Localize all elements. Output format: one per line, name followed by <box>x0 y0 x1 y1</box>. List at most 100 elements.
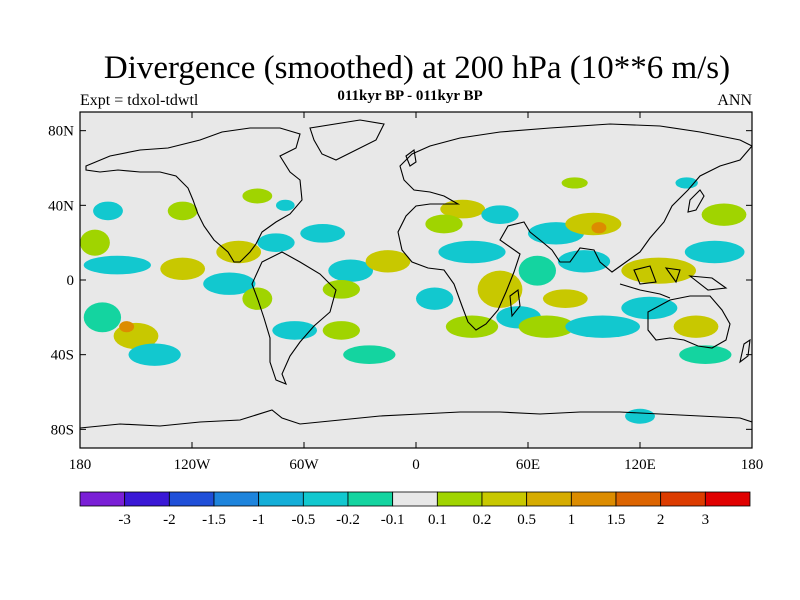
lat-tick-label: 40N <box>48 198 74 214</box>
field-region-44 <box>625 408 655 424</box>
colorbar-swatch <box>213 491 260 507</box>
lon-tick-label: 60W <box>289 457 319 473</box>
lon-tick-label: 0 <box>412 457 420 473</box>
field-region-19 <box>343 345 396 364</box>
coastline-greenland <box>309 119 385 161</box>
colorbar-label: -1.5 <box>202 512 226 528</box>
field-region-31 <box>565 212 622 236</box>
colorbar-swatch <box>168 491 215 507</box>
field-region-24 <box>481 205 519 225</box>
colorbar-swatch <box>258 491 304 507</box>
colorbar-label: 1.5 <box>607 512 626 528</box>
field-region-43 <box>679 345 732 364</box>
field-region-15 <box>322 280 361 299</box>
coastline-uk <box>405 149 417 167</box>
field-region-17 <box>322 321 361 340</box>
colorbar-label: 0.2 <box>473 512 492 528</box>
field-region-20 <box>242 188 273 204</box>
field-region-46 <box>561 177 588 189</box>
experiment-label: Expt = tdxol-tdwtl <box>80 92 199 109</box>
field-region-25 <box>438 240 506 264</box>
field-region-7 <box>203 272 256 295</box>
colorbar-label: 0.5 <box>517 512 536 528</box>
axis-tick-labels: 80N 40N 0 40S 80S 180 120W 60W 0 60E 120E 180 <box>48 124 763 473</box>
colorbar-swatch <box>481 491 528 507</box>
lon-tick-label: 180 <box>69 457 92 473</box>
lat-tick-label: 0 <box>67 273 75 289</box>
field-region-42 <box>701 203 747 226</box>
colorbar-label: 0.1 <box>428 512 447 528</box>
colorbar-label: -3 <box>118 512 131 528</box>
colorbar-label: -2 <box>163 512 176 528</box>
colorbar-swatch <box>436 491 483 507</box>
coastline-eurasia-africa <box>397 123 752 331</box>
field-region-39 <box>621 296 678 320</box>
colorbar-swatch <box>704 491 751 507</box>
colorbar: -3 -2 -1.5 -1 -0.5 -0.2 -0.1 0.1 0.2 0.5 1 1.5 2 3 <box>79 491 751 528</box>
lon-tick-label: 60E <box>516 457 540 473</box>
season-label: ANN <box>717 92 752 109</box>
colorbar-label: -0.2 <box>336 512 360 528</box>
field-region-18 <box>365 250 411 273</box>
field-region-6 <box>160 257 206 280</box>
colorbar-swatch <box>526 491 572 507</box>
lon-tick-label: 120W <box>174 457 212 473</box>
divergence-field <box>80 177 747 424</box>
field-region-0 <box>83 302 122 333</box>
field-region-8 <box>216 240 262 264</box>
field-region-32 <box>591 222 607 234</box>
field-region-14 <box>328 259 374 282</box>
field-region-11 <box>167 201 198 221</box>
lon-tick-label: 180 <box>741 457 764 473</box>
lat-tick-label: 40S <box>51 348 74 364</box>
field-region-35 <box>542 289 588 308</box>
colorbar-swatch <box>570 491 617 507</box>
coastline-north-america <box>85 127 303 263</box>
field-region-2 <box>119 321 135 333</box>
field-region-23 <box>425 214 463 234</box>
field-region-41 <box>684 240 745 264</box>
field-region-34 <box>557 250 611 273</box>
colorbar-label: 3 <box>702 512 710 528</box>
field-region-26 <box>416 287 454 310</box>
coastline-japan <box>687 189 705 213</box>
lat-tick-label: 80S <box>51 422 74 438</box>
lat-tick-label: 80N <box>48 124 74 140</box>
coastline-madagascar <box>509 288 521 318</box>
field-region-40 <box>673 315 719 338</box>
colorbar-label: -1 <box>252 512 265 528</box>
colorbar-swatch <box>615 491 662 507</box>
field-region-27 <box>477 270 523 309</box>
coastline-australia <box>647 295 731 349</box>
field-region-10 <box>93 201 123 221</box>
colorbar-swatch <box>660 491 706 507</box>
colorbar-swatch <box>392 491 438 507</box>
field-region-37 <box>565 315 641 338</box>
field-region-3 <box>128 343 181 366</box>
field-region-21 <box>276 199 295 211</box>
field-region-33 <box>518 255 556 286</box>
coastline-new-guinea <box>688 275 728 291</box>
axis-ticks <box>79 112 753 448</box>
coastline-new-zealand <box>739 338 751 364</box>
field-region-13 <box>300 224 346 243</box>
colorbar-swatch <box>347 491 394 507</box>
lon-tick-label: 120E <box>624 457 656 473</box>
field-region-38 <box>621 257 697 284</box>
colorbar-swatch <box>79 491 126 507</box>
coastline-antarctica <box>80 409 752 429</box>
field-region-4 <box>80 229 110 256</box>
colorbar-label: -0.5 <box>291 512 315 528</box>
plot-title: Divergence (smoothed) at 200 hPa (10**6 … <box>103 50 731 86</box>
coastline-south-america <box>251 251 337 385</box>
coastlines <box>80 119 752 429</box>
colorbar-label: -0.1 <box>381 512 405 528</box>
colorbar-label: 1 <box>568 512 576 528</box>
plot-subtitle: 011kyr BP - 011kyr BP <box>337 88 483 104</box>
coastline-indonesia <box>619 265 681 299</box>
colorbar-swatch <box>302 491 349 507</box>
field-region-5 <box>83 255 151 275</box>
field-region-36 <box>518 315 575 338</box>
colorbar-swatch <box>124 491 170 507</box>
